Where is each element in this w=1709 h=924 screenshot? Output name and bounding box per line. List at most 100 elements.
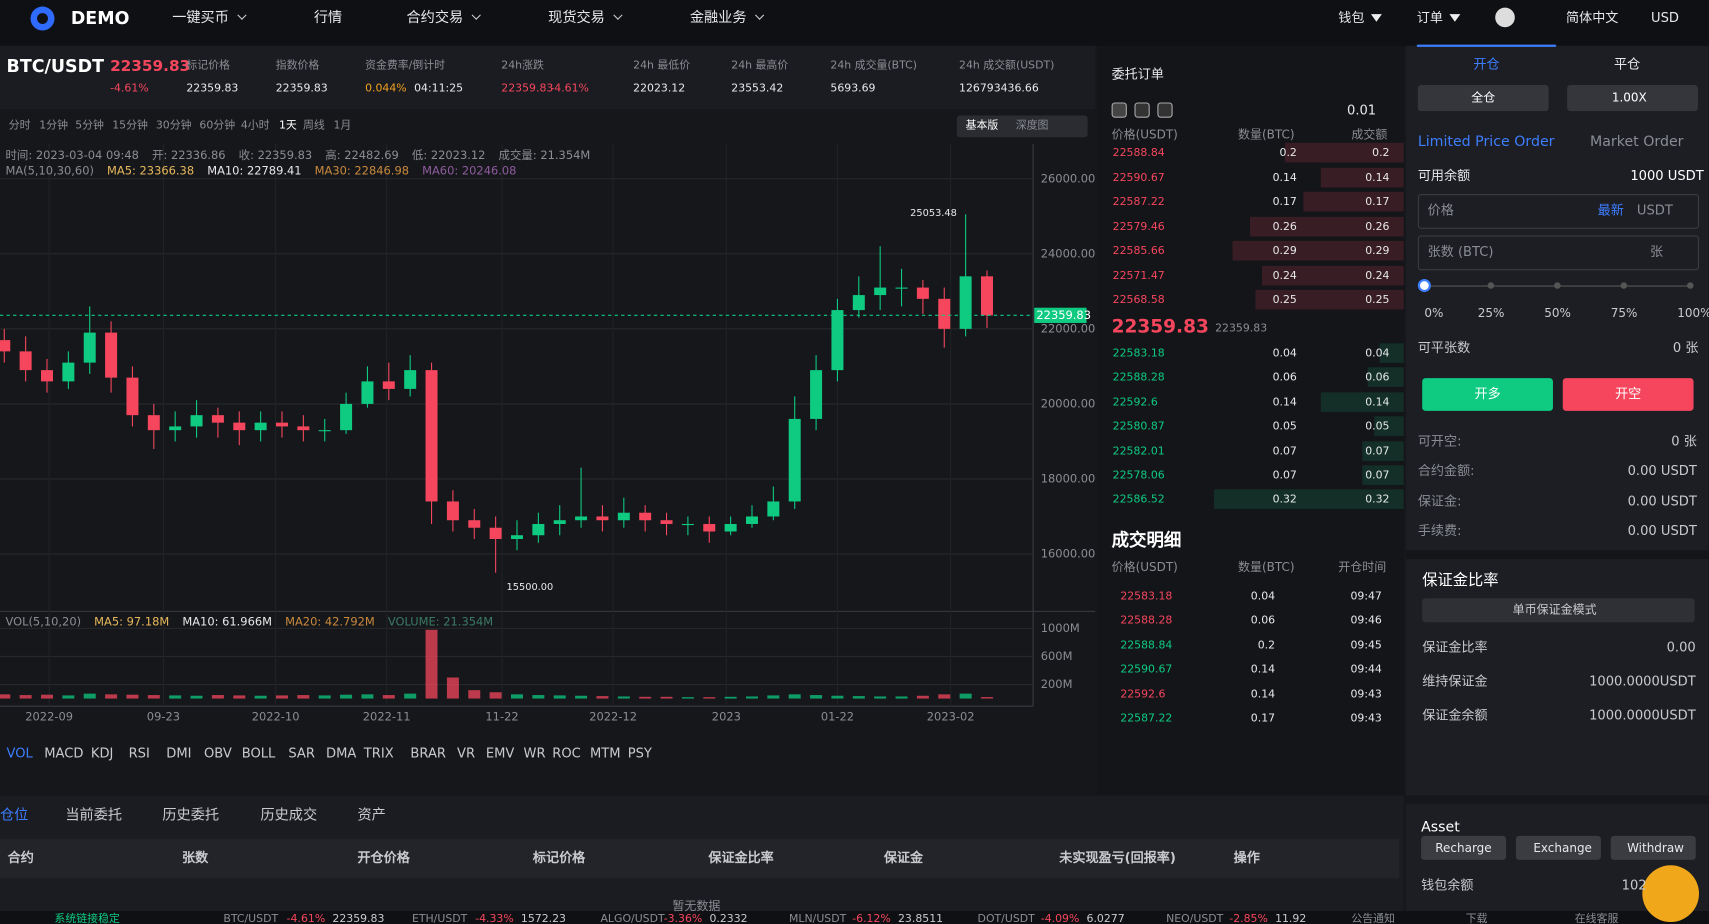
interval-tab[interactable]: 15分钟 — [112, 119, 148, 132]
view-tab[interactable]: 深度图 — [1015, 119, 1049, 132]
tab[interactable]: 开仓 — [1473, 56, 1500, 72]
orderbook-panel — [1097, 45, 1404, 796]
value: 1000 USDT — [1630, 167, 1704, 184]
price-input[interactable] — [1417, 193, 1699, 229]
order-price: 22588.28 — [1112, 372, 1165, 385]
column-header: 成交额 — [1351, 127, 1388, 142]
ticker-pair[interactable]: ALGO/USDT — [600, 913, 665, 924]
volume-bar — [489, 692, 502, 699]
indicator-tab[interactable]: MTM — [590, 745, 621, 761]
avatar[interactable] — [1495, 7, 1515, 28]
interval-tab[interactable]: 5分钟 — [75, 119, 104, 132]
footer-link[interactable]: 在线客服 — [1574, 913, 1619, 924]
slider-dot[interactable] — [1487, 282, 1495, 289]
order-total: 0.25 — [1365, 294, 1390, 307]
indicator-tab[interactable]: RSI — [128, 745, 150, 761]
asset-button[interactable] — [1515, 835, 1601, 860]
order-type[interactable]: Limited Price Order — [1417, 134, 1555, 151]
interval-tab[interactable]: 分时 — [8, 119, 31, 132]
interval-tab[interactable]: 1分钟 — [39, 119, 68, 132]
divider — [1405, 550, 1709, 560]
indicator-tab[interactable]: ROC — [552, 745, 581, 761]
order-amount: 0.05 — [1272, 420, 1297, 433]
view-tab[interactable]: 基本版 — [965, 119, 999, 132]
nav-item[interactable]: 现货交易 — [548, 10, 623, 25]
interval-tab[interactable]: 30分钟 — [155, 119, 192, 132]
nav-item[interactable]: 行情 — [313, 9, 343, 27]
trade-amount: 0.04 — [1250, 590, 1276, 603]
layout-toggle[interactable] — [1111, 102, 1127, 118]
indicator-tab[interactable]: OBV — [203, 745, 232, 761]
indicator-tab[interactable]: SAR — [288, 745, 315, 761]
nav-item[interactable]: 简体中文 — [1566, 9, 1619, 26]
asset-button[interactable] — [1421, 835, 1507, 860]
button-label: 开空 — [1615, 385, 1642, 402]
indicator-tab[interactable]: BOLL — [241, 745, 276, 761]
indicator-tab[interactable]: VR — [457, 745, 476, 761]
interval-tab[interactable]: 4小时 — [240, 119, 270, 132]
volume-bar — [895, 696, 908, 699]
ticker-pair[interactable]: DOT/USDT — [977, 913, 1035, 924]
slider-dot[interactable] — [1687, 282, 1694, 289]
leverage[interactable] — [1567, 85, 1698, 112]
sell-button[interactable] — [1562, 378, 1694, 411]
asset-button[interactable] — [1610, 835, 1696, 860]
order-total: 0.14 — [1365, 171, 1390, 184]
indicator-tab[interactable]: KDJ — [90, 745, 114, 761]
margin-mode[interactable] — [1417, 85, 1549, 112]
positions-tab[interactable]: 当前委托 — [65, 807, 123, 824]
order-amount: 0.07 — [1272, 469, 1297, 482]
nav-item[interactable]: USD — [1651, 9, 1679, 26]
positions-tab[interactable]: 资产 — [357, 807, 386, 824]
trade-price: 22583.18 — [1120, 590, 1173, 603]
volume-bar — [169, 695, 182, 699]
positions-tab[interactable]: 历史成交 — [260, 807, 318, 824]
candle-body — [446, 501, 459, 521]
slider-dot[interactable] — [1620, 282, 1628, 289]
ticker-pair[interactable]: MLN/USDT — [789, 913, 847, 924]
support-button[interactable] — [1642, 865, 1699, 922]
indicator-tab[interactable]: TRIX — [363, 745, 394, 761]
nav-item[interactable]: 订单 — [1417, 11, 1461, 24]
indicator-tab[interactable]: DMI — [166, 745, 192, 761]
indicator-tab[interactable]: VOL — [6, 745, 33, 761]
precision-select[interactable]: 0.01 — [1346, 102, 1377, 118]
footer-link[interactable]: 下载 — [1465, 913, 1488, 924]
interval-tab[interactable]: 1月 — [333, 119, 352, 132]
positions-tab[interactable]: 仓位 — [0, 807, 29, 824]
legend-item: MA30: 22846.98 — [314, 164, 410, 178]
ticker-pair[interactable]: ETH/USDT — [411, 913, 468, 924]
value: 0 张 — [1672, 340, 1699, 356]
candle-body — [276, 422, 288, 427]
ticker-pair[interactable]: BTC/USDT — [223, 913, 279, 924]
order-type[interactable]: Market Order — [1590, 134, 1684, 151]
layout-toggle[interactable] — [1134, 102, 1150, 118]
footer-link[interactable]: 公告通知 — [1351, 913, 1395, 924]
qty-input[interactable] — [1417, 235, 1699, 271]
indicator-tab[interactable]: PSY — [627, 745, 652, 761]
nav-item[interactable]: 钱包 — [1338, 11, 1382, 24]
positions-tab[interactable]: 历史委托 — [162, 807, 220, 824]
nav-item[interactable]: 金融业务 — [690, 10, 765, 25]
latest-link[interactable]: 最新 — [1597, 202, 1624, 218]
indicator-tab[interactable]: BRAR — [410, 745, 446, 761]
indicator-tab[interactable]: WR — [523, 745, 546, 761]
ticker-pair[interactable]: NEO/USDT — [1166, 913, 1224, 924]
tab[interactable]: 平仓 — [1613, 56, 1641, 72]
buy-button[interactable] — [1422, 378, 1553, 411]
interval-tab[interactable]: 1天 — [278, 119, 297, 132]
slider-dot[interactable] — [1417, 278, 1431, 293]
interval-tab[interactable]: 周线 — [302, 119, 325, 132]
indicator-tab[interactable]: DMA — [326, 745, 357, 761]
indicator-tab[interactable]: MACD — [44, 745, 84, 761]
layout-toggle[interactable] — [1157, 102, 1173, 118]
slider-dot[interactable] — [1554, 282, 1561, 289]
interval-tab[interactable]: 60分钟 — [199, 119, 236, 132]
candle-body — [361, 381, 374, 404]
order-price: 22568.58 — [1112, 294, 1165, 307]
candle-body — [660, 520, 673, 524]
candle-body — [703, 523, 716, 532]
indicator-tab[interactable]: EMV — [485, 745, 515, 761]
nav-item[interactable]: 合约交易 — [406, 10, 481, 25]
nav-item[interactable]: 一键买币 — [172, 10, 247, 25]
